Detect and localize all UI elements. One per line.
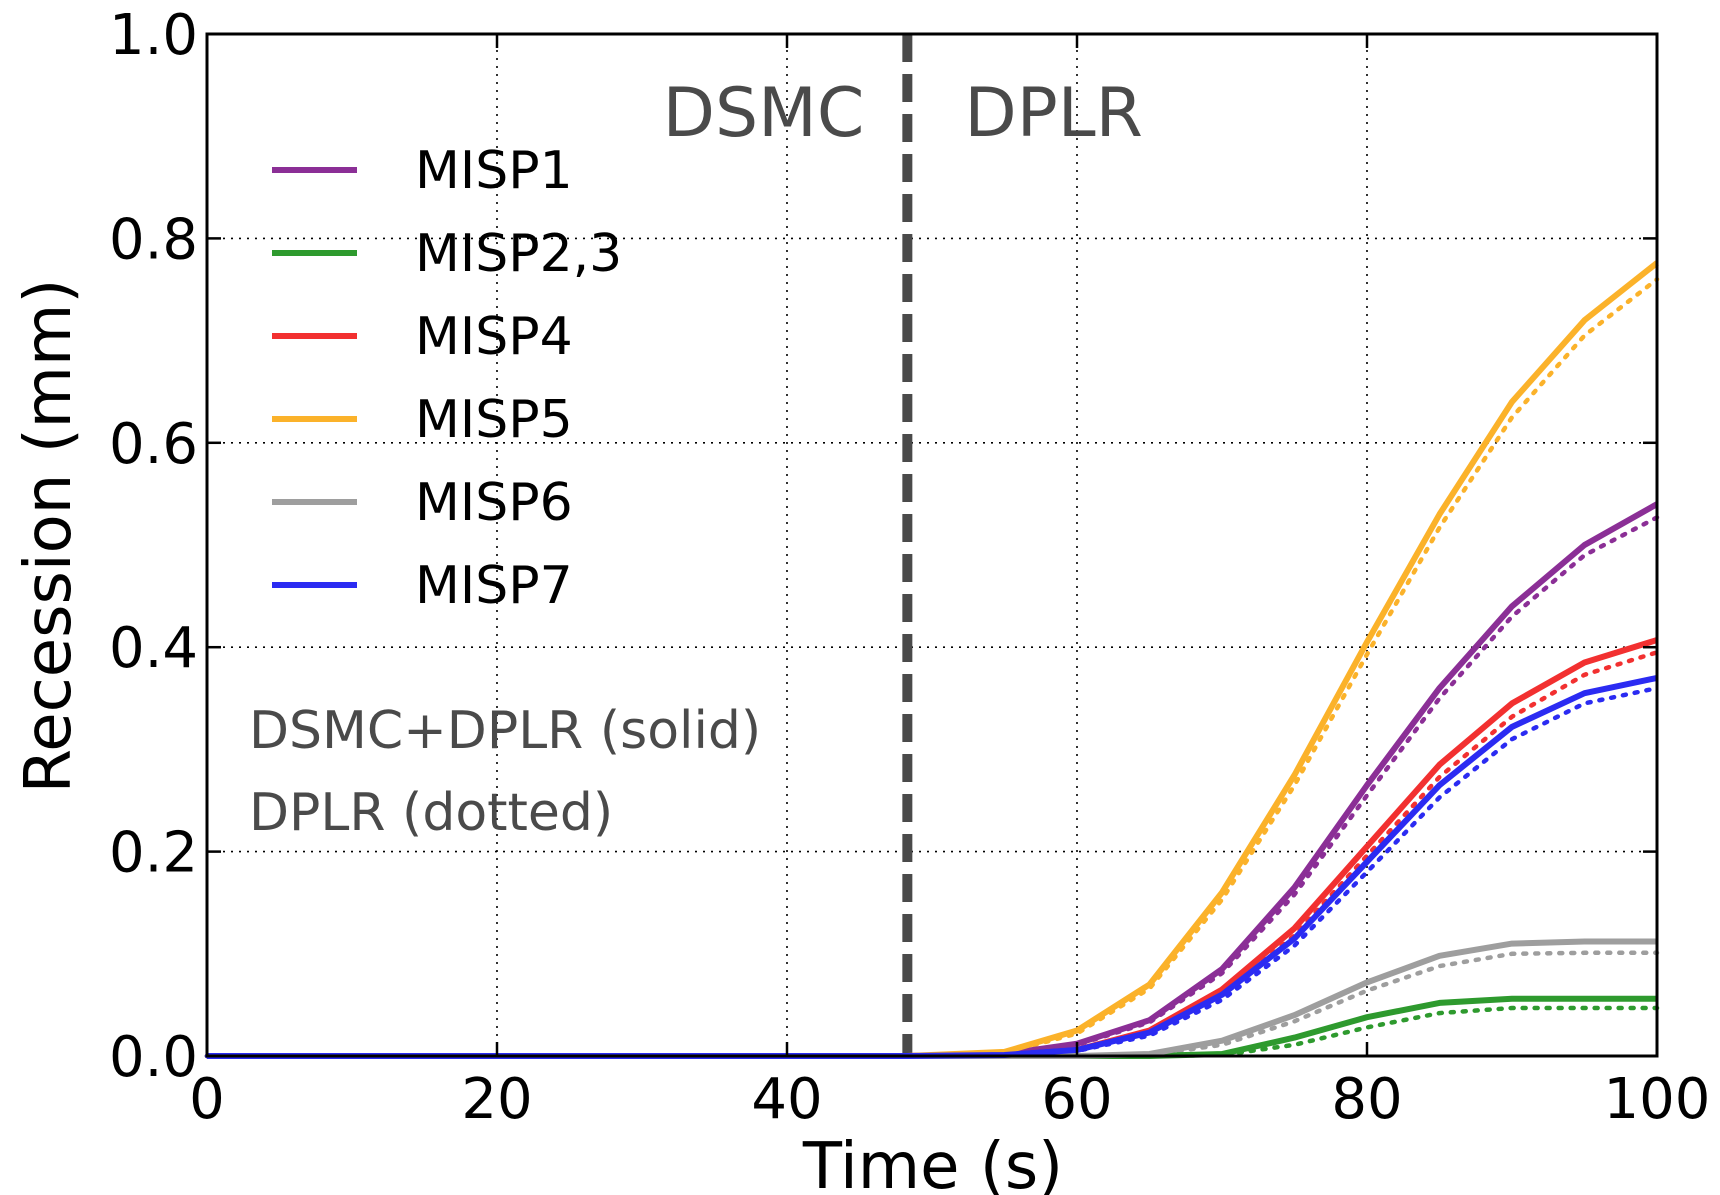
grid bbox=[207, 34, 1657, 1056]
legend-label: MISP1 bbox=[415, 141, 573, 201]
legend-label: MISP7 bbox=[415, 556, 573, 616]
x-tick-label: 100 bbox=[1604, 1067, 1711, 1132]
series-group bbox=[204, 260, 1660, 1059]
y-axis-label: Recession (mm) bbox=[12, 279, 86, 794]
x-tick-label: 40 bbox=[751, 1067, 822, 1132]
y-tick-label: 1.0 bbox=[109, 3, 198, 68]
x-axis-label: Time (s) bbox=[802, 1130, 1063, 1195]
series-line-solid-misp23 bbox=[207, 995, 1657, 1059]
series-line-solid-misp5 bbox=[207, 260, 1659, 1059]
notes: DSMC+DPLR (solid) DPLR (dotted) bbox=[249, 701, 761, 843]
y-tick-label: 0.0 bbox=[109, 1025, 198, 1090]
divider-group: DSMC DPLR bbox=[663, 34, 1143, 1056]
x-tick-label: 60 bbox=[1041, 1067, 1112, 1132]
x-tick-label: 20 bbox=[461, 1067, 532, 1132]
note-dotted: DPLR (dotted) bbox=[249, 783, 613, 843]
legend-label: MISP4 bbox=[415, 307, 573, 367]
y-tick-label: 0.6 bbox=[109, 412, 198, 477]
x-tick-label: 0 bbox=[189, 1067, 225, 1132]
y-tick-label: 0.8 bbox=[109, 207, 198, 272]
divider-label-left: DSMC bbox=[663, 74, 865, 153]
legend: MISP1 MISP2,3 MISP4 MISP5 MISP6 MISP7 bbox=[272, 141, 622, 616]
divider-label-right: DPLR bbox=[964, 74, 1143, 153]
note-solid: DSMC+DPLR (solid) bbox=[249, 701, 761, 761]
legend-label: MISP6 bbox=[415, 473, 573, 533]
x-tick-label: 80 bbox=[1331, 1067, 1402, 1132]
legend-label: MISP2,3 bbox=[415, 224, 622, 284]
legend-label: MISP5 bbox=[415, 390, 573, 450]
series-line-solid-misp6 bbox=[207, 938, 1657, 1059]
y-tick-label: 0.2 bbox=[109, 821, 198, 886]
ticks: 0 20 40 60 80 100 0.0 0.2 0.4 0.6 0.8 1.0 bbox=[109, 3, 1711, 1132]
plot-frame bbox=[205, 32, 1659, 1058]
y-tick-label: 0.4 bbox=[109, 616, 198, 681]
series-line-dotted-misp23 bbox=[204, 1005, 1660, 1059]
